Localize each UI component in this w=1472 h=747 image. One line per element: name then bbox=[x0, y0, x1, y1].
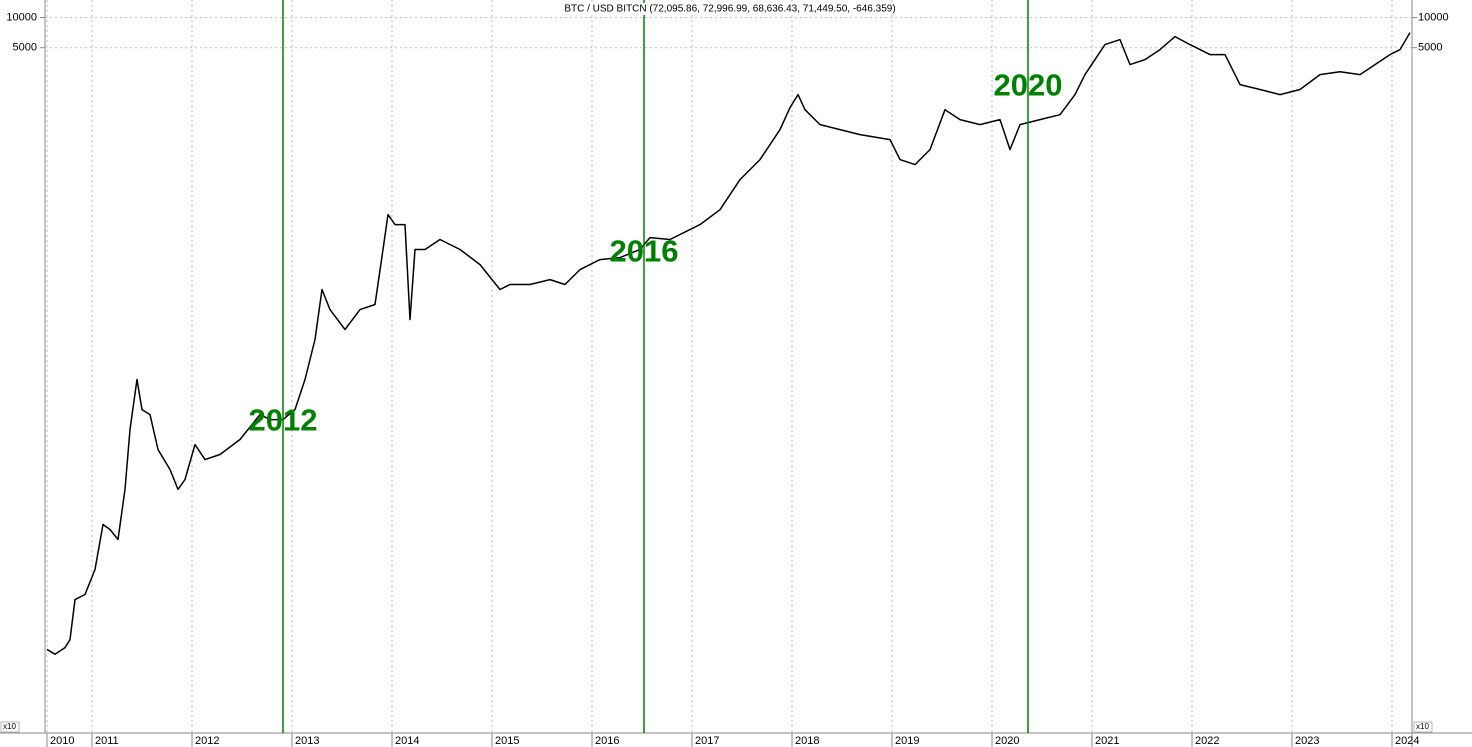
x-tick-label: 2014 bbox=[395, 735, 419, 747]
x-tick-label: 2022 bbox=[1195, 735, 1219, 747]
x-tick-label: 2013 bbox=[295, 735, 319, 747]
y-tick-label: 5000 bbox=[13, 42, 37, 54]
halving-label: 2016 bbox=[610, 233, 679, 268]
x-tick-label: 2023 bbox=[1295, 735, 1319, 747]
y-tick-label: 10000 bbox=[6, 12, 37, 24]
chart-title: BTC / USD BITCN (72,095.86, 72,996.99, 6… bbox=[564, 4, 895, 15]
halving-label: 2020 bbox=[994, 68, 1063, 103]
title-bg bbox=[548, 3, 912, 15]
y-tick-label: 5000 bbox=[1418, 42, 1442, 54]
x-tick-label: 2015 bbox=[495, 735, 519, 747]
x-tick-label: 2016 bbox=[595, 735, 619, 747]
x-tick-label: 2017 bbox=[695, 735, 719, 747]
halving-label: 2012 bbox=[249, 402, 318, 437]
x-tick-label: 2024 bbox=[1395, 735, 1419, 747]
y-tick-label: 10000 bbox=[1418, 12, 1449, 24]
x-tick-label: 2021 bbox=[1095, 735, 1119, 747]
scale-box bbox=[0, 721, 20, 733]
x-tick-label: 2019 bbox=[895, 735, 919, 747]
price-line bbox=[46, 32, 1411, 655]
scale-label: x10 bbox=[1416, 722, 1429, 731]
x-tick-label: 2020 bbox=[995, 735, 1019, 747]
scale-label: x10 bbox=[3, 722, 16, 731]
x-tick-label: 2010 bbox=[50, 735, 74, 747]
x-tick-label: 2011 bbox=[95, 735, 119, 747]
x-tick-label: 2018 bbox=[795, 735, 819, 747]
x-tick-label: 2012 bbox=[195, 735, 219, 747]
scale-box bbox=[1413, 721, 1433, 733]
